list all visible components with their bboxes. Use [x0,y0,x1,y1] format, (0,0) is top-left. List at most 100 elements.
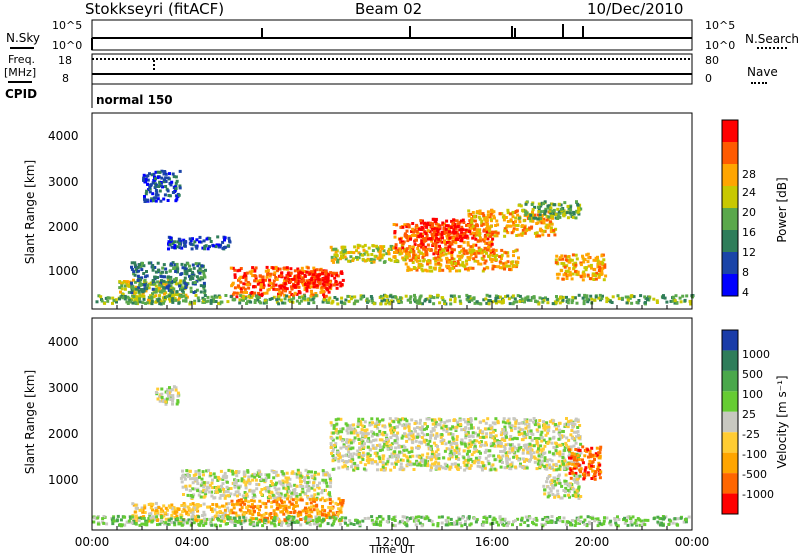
power-cell [605,300,609,304]
velocity-cell [216,478,220,482]
power-cell [203,294,207,297]
power-cell [616,294,620,298]
power-cell [184,267,188,271]
power-cell [517,233,521,237]
power-cell [158,283,162,287]
power-cell [156,276,159,279]
velocity-cell [349,459,353,463]
velocity-cell [222,519,226,523]
velocity-cell [555,468,559,472]
velocity-cell [223,511,227,515]
power-cell [561,257,564,261]
power-cell [464,234,468,238]
power-tick-2000: 2000 [48,220,79,234]
power-cell [460,225,464,229]
power-cell [219,300,223,304]
velocity-cell [558,450,562,454]
velocity-cell [209,508,213,511]
power-cell [436,230,440,233]
power-cell [285,279,289,283]
velocity-cell [366,439,370,443]
velocity-cell [340,430,344,434]
power-cell [554,213,558,217]
power-cell [330,255,334,259]
velocity-cell [470,443,474,446]
power-cell [301,269,305,273]
velocity-cell [530,444,534,448]
velocity-cell [371,458,374,462]
power-cell [516,294,520,298]
velocity-cell [180,504,184,507]
colorbar-swatch [722,252,738,274]
velocity-cell [390,462,394,466]
velocity-cell [285,471,289,475]
velocity-cell [473,447,477,451]
power-cell [426,243,430,247]
power-cell [644,300,647,304]
velocity-cell [517,426,521,430]
velocity-cell [322,473,326,477]
velocity-cell [337,459,341,463]
velocity-cell [272,500,276,504]
power-cell [339,284,343,288]
velocity-cell [398,450,402,454]
power-cell [426,222,430,226]
velocity-cell [179,476,183,480]
power-cell [451,236,455,240]
power-cell [188,277,192,281]
power-cell [526,295,530,299]
velocity-cell [479,440,483,444]
power-cell [283,293,287,297]
velocity-cell [412,436,416,440]
velocity-cell [454,429,458,432]
power-cell [260,292,264,296]
velocity-cell [211,478,214,482]
power-cell [487,299,491,302]
velocity-cell [375,451,379,455]
power-cell [241,296,245,300]
power-cell [279,293,283,297]
power-cell [232,291,236,295]
power-cell [180,295,184,299]
power-cell [431,224,434,228]
power-cell [515,263,519,267]
power-cell [258,281,262,284]
power-cell [390,299,394,303]
power-cell [400,251,404,255]
power-cell [424,268,428,272]
power-cell [473,259,477,263]
power-cell [600,272,604,276]
velocity-cell [363,463,367,467]
velocity-cell [467,455,471,459]
power-cell [542,209,546,213]
velocity-cell [509,463,513,467]
velocity-cell [539,444,543,448]
velocity-cell [368,423,372,427]
power-cell [420,241,424,245]
power-cell [160,284,164,288]
velocity-cell [477,450,481,454]
power-cell [388,294,392,298]
velocity-cell [194,507,198,511]
velocity-cell [385,438,389,441]
velocity-cell [375,462,379,466]
power-cell [228,239,231,243]
velocity-cell [390,455,394,459]
velocity-cell [509,443,513,447]
power-cell [333,257,337,261]
power-cell [268,278,272,282]
velocity-cell [160,392,164,396]
power-cell [118,280,122,284]
velocity-cell [341,501,345,505]
power-cell [445,264,449,268]
velocity-cell [251,495,255,499]
velocity-cell [424,461,428,465]
power-cell [431,242,435,246]
colorbar-swatch [722,274,738,296]
velocity-cell [455,425,459,429]
velocity-cell [305,502,309,506]
velocity-cell [454,465,458,468]
power-cell [630,294,634,298]
velocity-cell [361,458,365,461]
